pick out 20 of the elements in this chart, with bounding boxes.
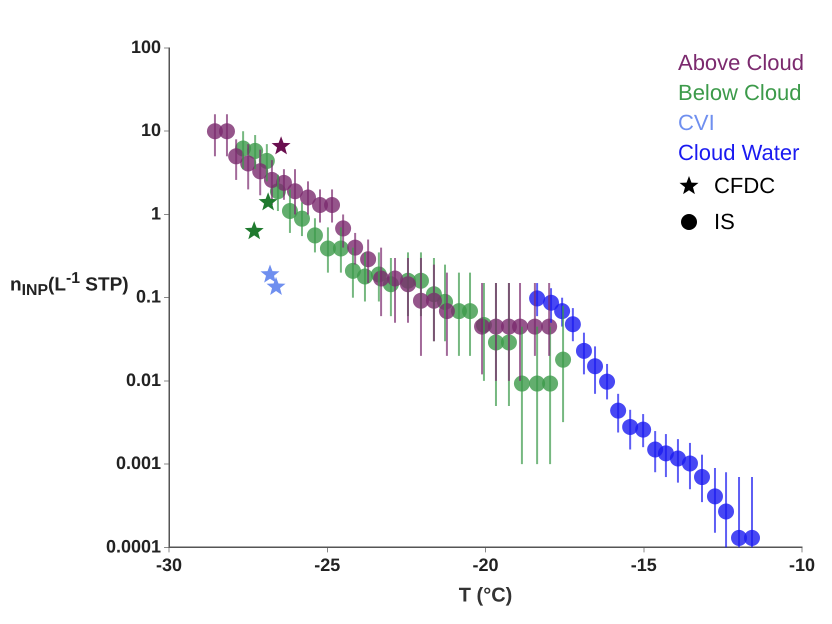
- y-tick-label: 10: [141, 120, 162, 140]
- y-tick-label: 0.001: [116, 453, 162, 474]
- y-tick-label: 0.1: [136, 286, 162, 307]
- y-tick-label: 0.01: [126, 370, 162, 390]
- x-tick-label: -25: [314, 555, 340, 576]
- text: Above Cloud: [678, 49, 804, 77]
- y-tick-label: 0.0001: [106, 536, 162, 556]
- x-tick-label: -15: [630, 555, 657, 576]
- x-tick-label: -10: [788, 555, 816, 576]
- y-axis-title: n$_{INP}$(L$^{-1}$ STP): [10, 270, 129, 300]
- text: Cloud Water: [678, 139, 800, 167]
- annotation: CFDC: [714, 172, 776, 200]
- x-tick-label: -20: [472, 555, 499, 576]
- y-tick-label: 100: [131, 36, 162, 57]
- text: CVI: [678, 109, 716, 137]
- y-tick-label: 1: [151, 203, 162, 224]
- text: Below Cloud: [678, 79, 803, 107]
- x-tick-label: -30: [156, 555, 182, 576]
- x-axis-title: T (°C): [458, 584, 512, 607]
- annotation: IS: [714, 208, 735, 236]
